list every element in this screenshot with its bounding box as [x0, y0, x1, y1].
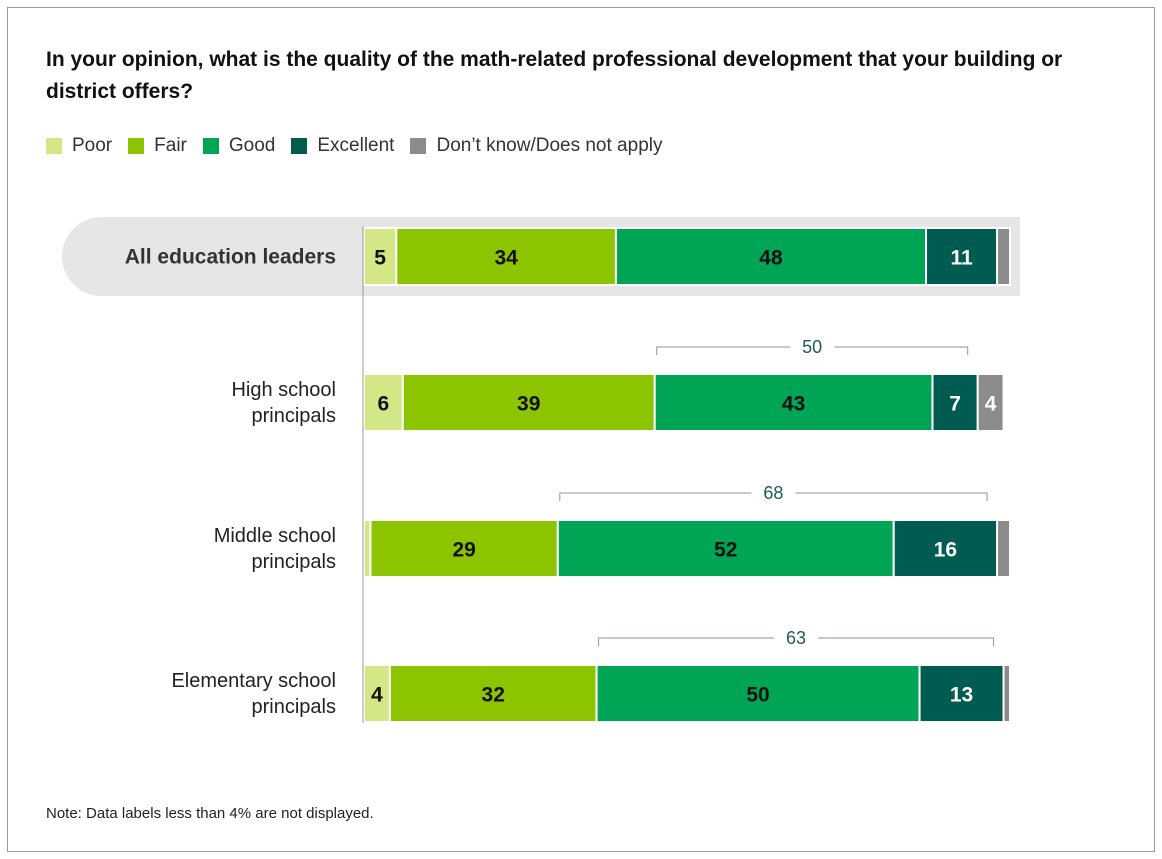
bar-segment — [925, 227, 999, 286]
bar-segment — [653, 373, 934, 432]
data-label: 50 — [746, 684, 769, 707]
category-label: Elementary school — [171, 670, 336, 692]
data-label: 34 — [494, 247, 518, 270]
bar-segment — [996, 519, 1012, 578]
chart-title: In your opinion, what is the quality of … — [46, 48, 1063, 103]
category-label: All education leaders — [125, 246, 336, 269]
legend-swatch — [410, 138, 427, 154]
data-label: 4 — [985, 393, 997, 416]
data-label: 13 — [950, 684, 973, 707]
data-label: 4 — [371, 684, 383, 707]
category-label: principals — [252, 551, 336, 573]
bar-segment — [931, 373, 979, 432]
legend-label: Fair — [154, 135, 187, 156]
legend-item: Don’t know/Does not apply — [410, 135, 662, 157]
bar-segment — [363, 227, 398, 286]
legend-label: Excellent — [317, 135, 395, 156]
bar-segment — [996, 227, 1012, 286]
data-label: 11 — [950, 247, 973, 270]
bar-segment — [363, 373, 404, 432]
bar-segment — [976, 373, 1005, 432]
data-label: 7 — [949, 393, 961, 416]
bar-segment — [401, 373, 656, 432]
legend: Poor Fair Good Excellent Don’t know/Does not… — [46, 135, 678, 157]
combined-label: 63 — [786, 628, 806, 648]
data-label: 32 — [482, 684, 505, 707]
bar-segment — [556, 519, 895, 578]
category-label: principals — [252, 696, 336, 718]
data-label: 16 — [934, 539, 957, 562]
combined-bracket — [598, 637, 995, 646]
legend-item: Good — [202, 135, 276, 157]
bar-segment — [595, 664, 921, 723]
bar-segment — [614, 227, 928, 286]
category-label: principals — [252, 405, 336, 427]
combined-bracket — [559, 492, 988, 501]
bar-segment — [918, 664, 1005, 723]
legend-label: Good — [228, 135, 276, 156]
legend-item: Poor — [46, 135, 112, 157]
legend-swatch — [291, 138, 308, 154]
data-label: 5 — [374, 247, 386, 270]
data-label: 43 — [782, 393, 805, 416]
combined-bracket — [656, 346, 969, 355]
legend-label: Poor — [72, 135, 113, 156]
legend-item: Fair — [128, 135, 187, 157]
bar-segment — [388, 664, 598, 723]
category-label: Middle school — [214, 525, 336, 547]
bar-segment — [892, 519, 999, 578]
data-label: 6 — [378, 393, 390, 416]
legend-swatch — [202, 138, 219, 154]
category-label: High school — [231, 379, 336, 401]
combined-label: 50 — [802, 337, 822, 357]
data-label: 48 — [759, 247, 783, 270]
bar-segment — [1002, 664, 1011, 723]
data-label: 29 — [452, 539, 475, 562]
legend-swatch — [46, 138, 62, 154]
bar-segment — [395, 227, 617, 286]
data-label: 52 — [714, 539, 737, 562]
legend-item: Excellent — [291, 135, 394, 157]
chart-note: Note: Data labels less than 4% are not d… — [46, 805, 374, 822]
data-label: 39 — [517, 393, 540, 416]
legend-swatch — [128, 138, 145, 154]
bar-segment — [369, 519, 559, 578]
legend-label: Don’t know/Does not apply — [436, 135, 663, 156]
combined-label: 68 — [763, 483, 783, 503]
